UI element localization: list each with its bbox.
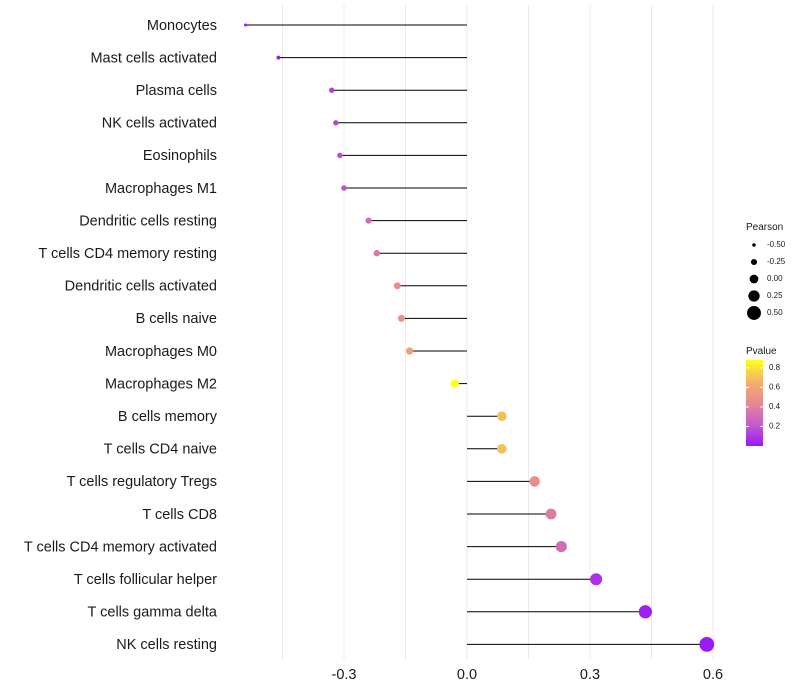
x-tick-labels: -0.3 0.0 0.3 0.6	[332, 667, 724, 683]
category-label: Mast cells activated	[90, 50, 217, 66]
category-label: Dendritic cells activated	[65, 279, 217, 295]
data-point	[555, 541, 567, 553]
stems	[245, 24, 707, 645]
category-label: Dendritic cells resting	[79, 213, 217, 229]
legend: Pearson Pvalue -0.50 -0.25 0.00 0.25 0.50 0.8…	[746, 222, 786, 446]
data-point	[545, 508, 557, 520]
data-point	[337, 152, 343, 159]
data-point	[373, 249, 381, 257]
size-legend-label: 0.25	[767, 291, 783, 300]
size-legend-dot	[747, 306, 761, 320]
data-point	[529, 476, 540, 487]
category-label: Monocytes	[147, 18, 217, 34]
category-label: B cells naive	[136, 311, 217, 327]
x-tick-label: 0.3	[580, 667, 600, 683]
colorbar-label: 0.8	[769, 363, 781, 372]
size-legend-label: -0.50	[767, 240, 786, 249]
data-point	[405, 347, 414, 355]
size-legend-label: -0.25	[767, 257, 786, 266]
size-legend-dot	[752, 243, 756, 247]
category-label: T cells CD4 naive	[104, 442, 217, 458]
data-point	[329, 87, 335, 93]
category-label: T cells regulatory Tregs	[67, 474, 217, 490]
data-point	[341, 185, 347, 191]
data-point	[333, 120, 339, 126]
category-label: Plasma cells	[136, 83, 217, 99]
category-label: Macrophages M1	[105, 181, 217, 197]
data-point	[450, 379, 459, 388]
size-legend-label: 0.50	[767, 308, 783, 317]
data-point	[393, 282, 401, 290]
category-label: T cells gamma delta	[88, 605, 218, 621]
data-point	[638, 605, 652, 619]
color-legend-title: Pvalue	[746, 346, 777, 357]
size-legend-dot	[749, 274, 759, 284]
size-legend-dot	[750, 258, 758, 266]
data-point	[276, 55, 281, 60]
category-label: Macrophages M0	[105, 344, 217, 360]
size-legend-label: 0.00	[767, 274, 783, 283]
colorbar-label: 0.2	[769, 422, 781, 431]
pvalue-colorbar	[746, 360, 763, 446]
x-tick-label: 0.6	[703, 667, 723, 683]
data-point	[699, 636, 715, 652]
category-label: T cells CD4 memory resting	[38, 246, 217, 262]
category-labels: Monocytes Mast cells activated Plasma cell…	[24, 18, 218, 653]
category-label: B cells memory	[118, 409, 218, 425]
category-label: Eosinophils	[143, 148, 217, 164]
points	[244, 23, 715, 652]
colorbar-label: 0.4	[769, 402, 781, 411]
category-label: Macrophages M2	[105, 376, 217, 392]
category-label: NK cells resting	[116, 637, 217, 653]
data-point	[497, 411, 507, 422]
category-label: T cells CD4 memory activated	[24, 539, 217, 555]
data-point	[244, 23, 248, 27]
data-point	[590, 573, 603, 586]
size-legend-dot	[748, 290, 760, 302]
data-point	[397, 314, 405, 322]
category-label: NK cells activated	[102, 116, 217, 132]
size-legend-title: Pearson	[746, 222, 783, 233]
x-tick-label: -0.3	[332, 667, 357, 683]
x-tick-label: 0.0	[457, 667, 477, 683]
grid-lines	[282, 5, 714, 660]
colorbar-label: 0.6	[769, 383, 781, 392]
data-point	[497, 443, 507, 454]
data-point	[365, 217, 372, 224]
category-label: T cells follicular helper	[74, 572, 217, 588]
category-label: T cells CD8	[142, 507, 217, 523]
